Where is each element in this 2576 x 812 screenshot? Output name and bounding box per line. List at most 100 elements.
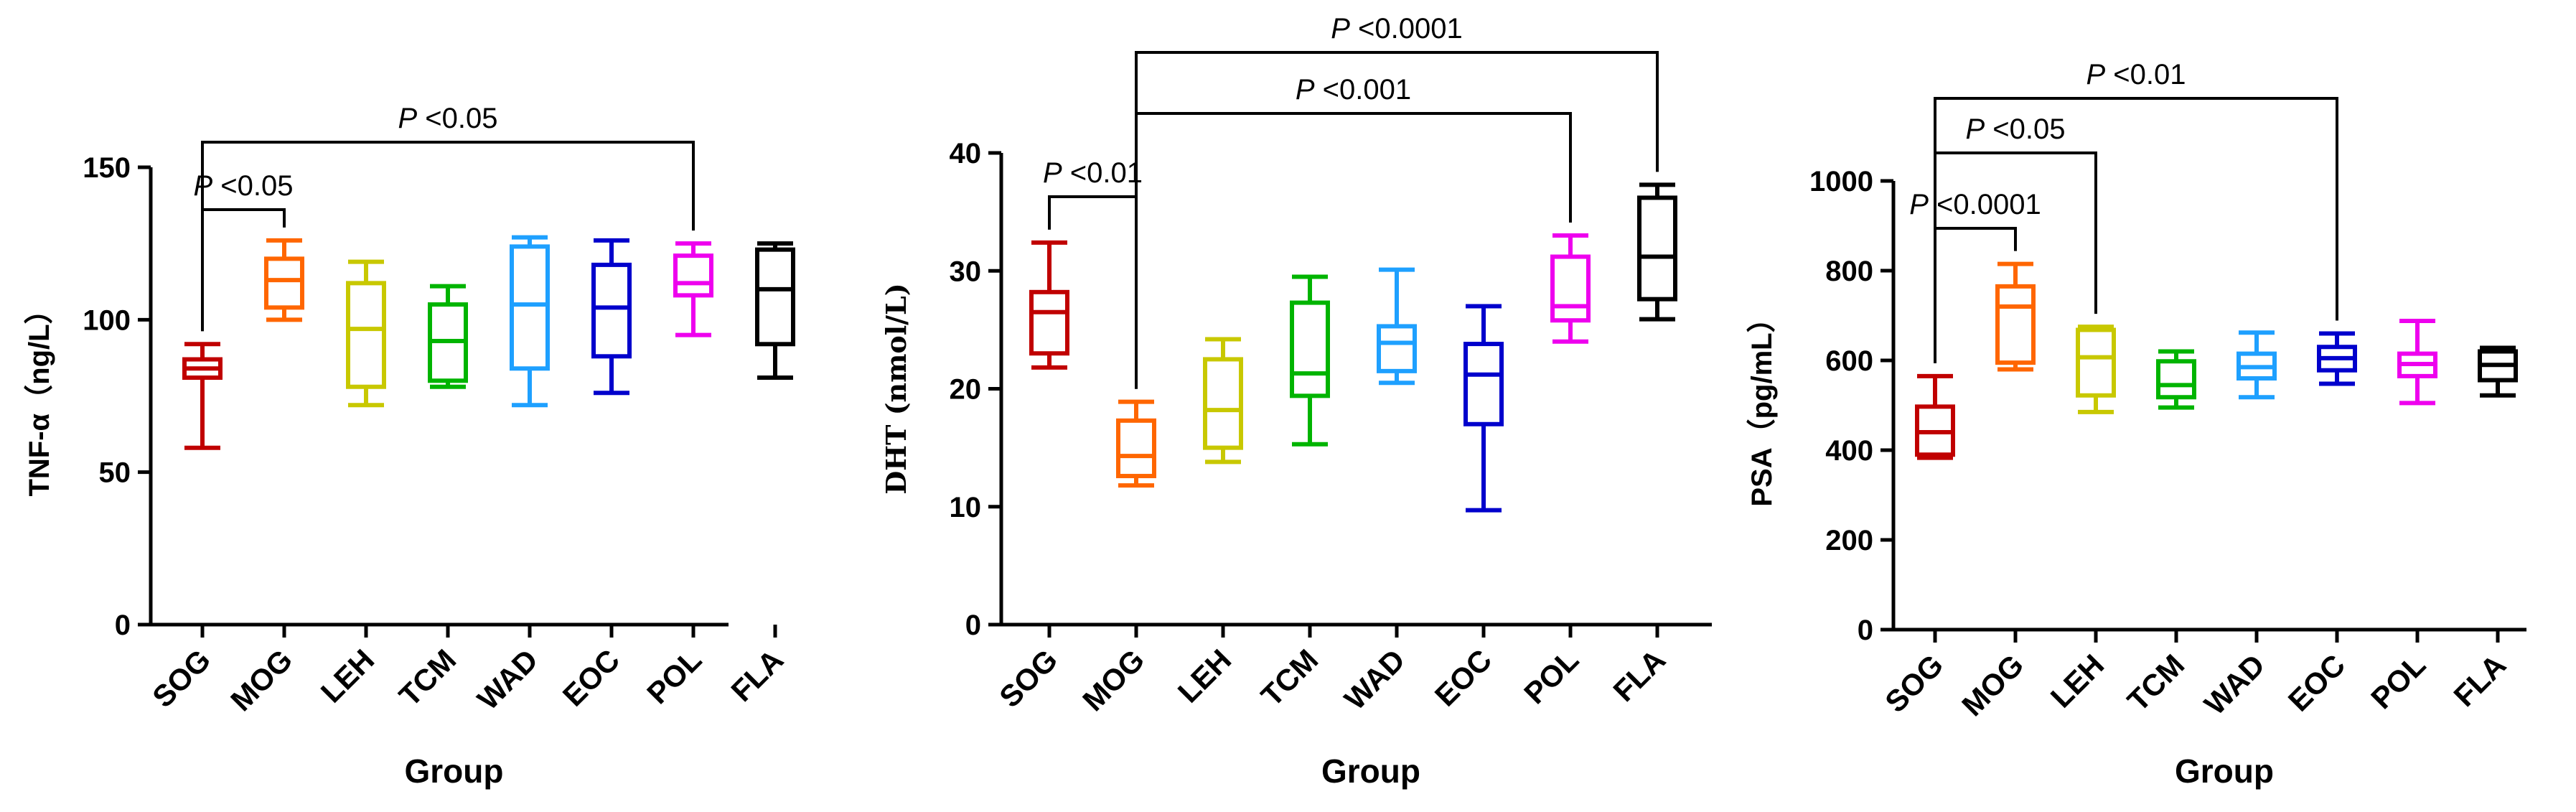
y-tick-label: 0 <box>1858 615 1873 646</box>
significance-label: P <0.05 <box>1965 113 2065 145</box>
box-iqr <box>510 244 550 371</box>
box-tcm <box>2156 349 2196 410</box>
category-label-tcm: TCM <box>1255 643 1325 713</box>
box-iqr <box>2156 359 2196 400</box>
y-tick-label: 400 <box>1825 435 1873 467</box>
y-tick-label: 30 <box>950 256 982 287</box>
y-tick-label: 1000 <box>1809 166 1873 197</box>
y-tick-label: 200 <box>1825 525 1873 556</box>
box-leh <box>346 259 386 408</box>
box-tcm <box>428 284 468 389</box>
box-leh <box>1203 337 1243 465</box>
box-iqr <box>1377 324 1417 373</box>
y-tick-label: 800 <box>1825 256 1873 287</box>
box-iqr <box>1463 342 1504 426</box>
category-label-mog: MOG <box>224 643 299 717</box>
category-label-eoc: EOC <box>1428 643 1499 713</box>
box-pol <box>2397 319 2437 406</box>
category-label-fla: FLA <box>2447 648 2512 713</box>
category-label-fla: FLA <box>724 643 790 708</box>
significance-label: P <0.0001 <box>1909 189 2041 220</box>
bracket-line <box>1934 97 2338 363</box>
significance-label: P <0.05 <box>193 170 293 202</box>
significance-bracket-1: P <0.0001 <box>1909 189 2041 363</box>
y-tick-label: 10 <box>950 492 982 523</box>
chart-panel-1: 0 50 100 150 TNF-α（ng/L） Group SOG MOG LEH TCM WAD… <box>24 103 795 790</box>
box-fla <box>2478 345 2518 398</box>
category-label-pol: POL <box>640 643 708 710</box>
box-iqr <box>264 256 304 310</box>
category-label-fla: FLA <box>1606 643 1672 708</box>
category-label-leh: LEH <box>314 643 381 709</box>
category-label-eoc: EOC <box>2282 648 2352 718</box>
box-iqr <box>346 281 386 389</box>
box-iqr <box>2076 327 2116 398</box>
box-sog <box>182 342 223 450</box>
box-mog <box>264 238 304 322</box>
category-label-sog: SOG <box>993 643 1064 714</box>
box-iqr <box>1029 289 1069 356</box>
bracket-line <box>1934 151 2097 363</box>
bracket-line <box>1135 51 1659 389</box>
category-label-sog: SOG <box>1878 648 1949 719</box>
box-iqr <box>755 247 795 347</box>
significance-label: P <0.05 <box>398 103 497 134</box>
box-wad <box>1377 267 1417 386</box>
box-iqr <box>1116 418 1156 479</box>
significance-bracket-3: P <0.0001 <box>1135 13 1659 389</box>
box-mog <box>1995 261 2036 372</box>
bracket-line <box>201 141 695 332</box>
box-iqr <box>1550 254 1591 323</box>
y-tick-label: 20 <box>950 374 982 406</box>
bracket-line <box>1934 227 2017 363</box>
category-label-pol: POL <box>2364 648 2432 715</box>
significance-bracket-2: P <0.001 <box>1135 74 1572 389</box>
bracket-line <box>201 208 286 332</box>
category-label-leh: LEH <box>1171 643 1238 709</box>
y-axis-title: DHT (nmol/L) <box>880 283 912 495</box>
y-tick-label: 600 <box>1825 345 1873 377</box>
y-tick-label: 0 <box>965 610 981 641</box>
chart-panel-3: 0 200 400 600 800 1000 PSA（pg/mL） Group SOG MOG LE… <box>1746 59 2526 790</box>
box-wad <box>510 235 550 408</box>
significance-label: P <0.01 <box>2086 59 2186 90</box>
y-tick-label: 100 <box>83 304 131 336</box>
box-sog <box>1029 240 1069 370</box>
y-tick-label: 0 <box>115 610 131 641</box>
box-tcm <box>1290 274 1330 447</box>
box-fla <box>1637 182 1677 322</box>
category-label-wad: WAD <box>2198 648 2272 722</box>
y-tick-label: 150 <box>83 152 131 184</box>
y-axis-title: PSA（pg/mL） <box>1746 304 1778 506</box>
bracket-line <box>1135 112 1572 389</box>
category-label-mog: MOG <box>1955 648 2030 722</box>
box-leh <box>2076 325 2116 414</box>
significance-label: P <0.01 <box>1043 157 1143 189</box>
box-iqr <box>1637 195 1677 302</box>
box-iqr <box>1203 357 1243 450</box>
category-label-tcm: TCM <box>393 643 463 713</box>
category-label-leh: LEH <box>2044 648 2111 714</box>
box-eoc <box>591 238 632 396</box>
category-label-eoc: EOC <box>556 643 627 713</box>
category-label-wad: WAD <box>471 643 545 717</box>
box-iqr <box>1995 284 2036 365</box>
x-axis-title: Group <box>1321 752 1420 790</box>
significance-bracket-2: P <0.05 <box>201 103 695 332</box>
chart-panel-2: 0 10 20 30 40 DHT (nmol/L) Group SOG MOG LEH TCM WA… <box>880 13 1712 790</box>
category-label-pol: POL <box>1517 643 1585 710</box>
box-iqr <box>591 262 632 359</box>
significance-label: P <0.0001 <box>1331 13 1463 45</box>
category-label-sog: SOG <box>146 643 217 714</box>
category-label-tcm: TCM <box>2121 648 2191 718</box>
y-tick-label: 50 <box>99 457 131 489</box>
box-wad <box>2237 330 2277 400</box>
x-axis-title: Group <box>2175 752 2274 790</box>
box-sog <box>1915 373 1955 460</box>
significance-label: P <0.001 <box>1296 74 1411 106</box>
x-axis-title: Group <box>405 752 504 790</box>
box-pol <box>1550 233 1591 344</box>
box-iqr <box>1290 300 1330 398</box>
significance-bracket-3: P <0.01 <box>1934 59 2338 363</box>
